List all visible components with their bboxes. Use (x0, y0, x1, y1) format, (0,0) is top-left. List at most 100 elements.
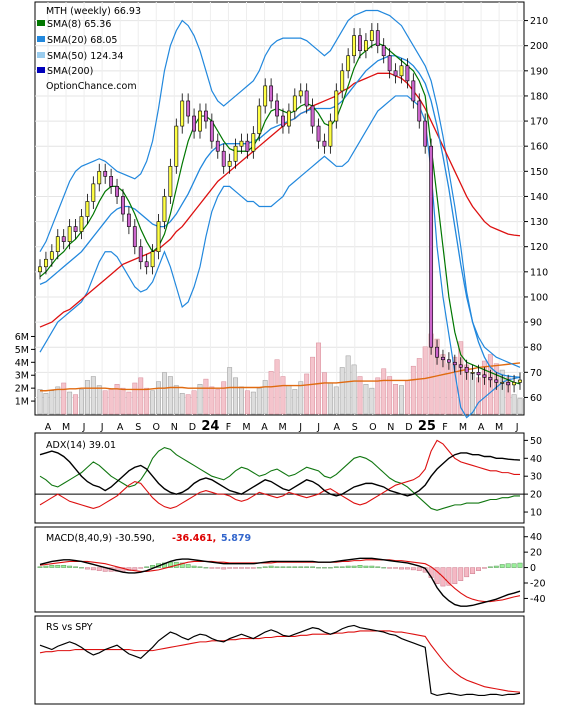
macd-histogram-bar (132, 567, 138, 571)
rs-label: RS vs SPY (46, 622, 93, 633)
sma8-line (39, 42, 521, 385)
volume-bar (67, 391, 73, 415)
adx-tick-label: 40 (530, 454, 542, 465)
candle-body (346, 55, 351, 72)
macd-label: MACD(8,40,9) -30.590, (46, 533, 155, 544)
volume-bar (298, 381, 304, 415)
month-tick-label: M (495, 422, 503, 433)
candle-body (269, 85, 274, 102)
volume-bar (422, 346, 428, 415)
macd-histogram-bar (517, 562, 523, 568)
macd-histogram-bar (150, 565, 156, 568)
candle-body (423, 120, 428, 147)
candle-body (375, 30, 380, 46)
candle-body (322, 140, 327, 147)
volume-bar (310, 356, 316, 415)
macd-histogram-bar (215, 567, 221, 569)
macd-histogram-bar (67, 565, 73, 568)
macd-histogram-bar (333, 566, 339, 568)
candles (38, 23, 522, 393)
adx-panel: 10 20 30 40 50 (35, 436, 542, 519)
macd-histogram-bar (381, 567, 387, 569)
candle-body (103, 171, 108, 177)
volume-bar (197, 384, 203, 415)
macd-histogram-bar (487, 566, 493, 568)
volume-bar (114, 384, 120, 415)
macd-histogram-bar (49, 565, 55, 568)
macd-histogram-bar (292, 566, 298, 568)
macd-histogram-bar (481, 567, 487, 569)
volume-bar (256, 387, 262, 415)
adx-tick-label: 10 (530, 508, 542, 519)
macd-histogram-bar (274, 566, 280, 568)
candle-body (446, 359, 451, 363)
volume-bar (55, 386, 61, 415)
candle-body (109, 176, 114, 187)
volume-bar (209, 386, 215, 415)
candle-body (281, 115, 285, 127)
volume-tick-label: 4M (15, 358, 29, 369)
candle-body (73, 226, 78, 232)
candle-body (316, 125, 321, 142)
macd-tick-label: -20 (530, 579, 546, 590)
volume-tick-label: 6M (15, 332, 29, 343)
price-tick-label: 130 (530, 217, 548, 228)
volume-bar (369, 387, 375, 415)
month-tick-label: J (298, 422, 302, 433)
candle-body (488, 377, 493, 381)
candle-body (340, 70, 345, 92)
macd-histogram-bar (410, 567, 416, 571)
macd-histogram-bar (399, 567, 404, 570)
legend-swatch-sma20 (37, 36, 45, 42)
volume-bar (244, 390, 250, 415)
macd-panel: -40 -20 0 20 40 (37, 532, 546, 607)
price-tick-label: 190 (530, 66, 548, 77)
legend-sma50: SMA(50) 124.34 (47, 51, 124, 62)
month-tick-label: 24 (201, 419, 219, 434)
month-tick-label: N (387, 422, 394, 433)
macd-histogram-bar (197, 566, 203, 568)
volume-bar (167, 376, 173, 415)
macd-histogram-bar (434, 567, 440, 585)
volume-bar (357, 376, 363, 415)
legend-swatch-sma50 (37, 52, 45, 58)
volume-bar (458, 341, 464, 415)
candle-body (162, 196, 167, 222)
macd-histogram-bar (179, 562, 185, 568)
month-tick-label: J (100, 422, 104, 433)
candle-body (44, 258, 48, 268)
macd-histogram-bar (79, 567, 84, 569)
macd-histogram-bar (363, 565, 369, 568)
volume-bar (203, 378, 209, 415)
macd-histogram-bar (298, 566, 304, 568)
price-grid (35, 2, 524, 415)
legend-sma20: SMA(20) 68.05 (47, 35, 117, 46)
candle-body (452, 361, 457, 366)
rs-line (39, 624, 521, 697)
macd-histogram-bar (446, 567, 452, 586)
volume-bar (61, 382, 67, 415)
volume-bar (351, 364, 357, 415)
candle-body (61, 236, 66, 242)
candle-body (500, 382, 505, 384)
macd-histogram-bar (476, 567, 481, 571)
month-tick-label: A (261, 422, 268, 433)
volume-bar (381, 368, 387, 415)
volume-bars (37, 333, 523, 415)
price-tick-label: 90 (530, 318, 542, 329)
macd-histogram-bar (452, 567, 458, 585)
macd-histogram-bar (280, 566, 286, 568)
candle-body (464, 366, 469, 373)
candle-body (257, 105, 262, 134)
volume-bar (79, 389, 84, 415)
macd-histogram-bar (256, 567, 262, 569)
legend-sma8: SMA(8) 65.36 (47, 19, 111, 30)
macd-histogram-bar (321, 567, 327, 569)
volume-average-line (40, 362, 521, 392)
month-tick-label: N (171, 422, 178, 433)
macd-histogram-bar (493, 565, 499, 568)
candle-body (506, 382, 511, 386)
candle-body (292, 95, 297, 112)
price-tick-label: 60 (530, 393, 542, 404)
candle-body (405, 65, 410, 82)
